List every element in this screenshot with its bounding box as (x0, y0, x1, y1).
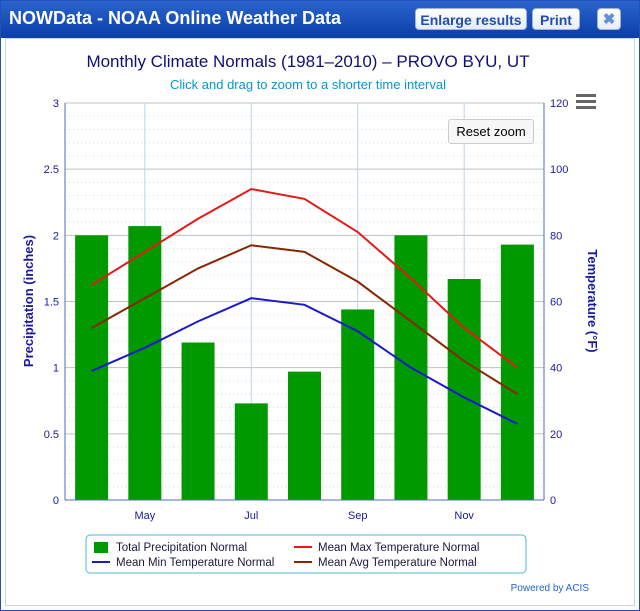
close-icon[interactable]: ✖ (597, 8, 621, 30)
y-tick-label: 0.5 (44, 429, 59, 441)
y2-tick-label: 100 (550, 164, 568, 176)
y2-tick-label: 20 (550, 429, 562, 441)
window-title: NOWData - NOAA Online Weather Data (9, 8, 342, 28)
x-tick-label: Jul (244, 510, 258, 522)
y-tick-label: 2.5 (44, 164, 59, 176)
y-tick-label: 3 (53, 98, 59, 110)
y2-tick-label: 0 (550, 495, 556, 507)
line-mean-avg-temperature-normal[interactable] (91, 244, 518, 395)
y-tick-label: 1.5 (44, 297, 59, 309)
temperature-lines (91, 187, 518, 425)
legend-box (85, 534, 527, 574)
precip-bar-apr[interactable] (75, 235, 109, 501)
x-tick-label: Nov (454, 510, 474, 522)
precip-bar-jul[interactable] (234, 403, 268, 500)
y-tick-label: 2 (53, 230, 59, 242)
legend-swatch-precip (94, 542, 108, 553)
legend-label[interactable]: Total Precipitation Normal (116, 542, 247, 554)
y2-tick-label: 40 (550, 363, 562, 375)
y2-axis-label: Temperature (°F) (585, 249, 600, 352)
precip-bar-aug[interactable] (288, 371, 321, 500)
precip-bar-jun[interactable] (181, 342, 215, 500)
axes: 0 0.5 1 1.5 2 2.5 3 0 20 40 60 80 100 120 May Jul Sep Nov (44, 98, 569, 522)
chart-legend: Total Precipitation Normal Mean Max Tempe… (85, 534, 527, 574)
reset-zoom-button[interactable]: Reset zoom (448, 119, 534, 144)
y2-tick-label: 60 (550, 297, 562, 309)
chart-container: 0 0.5 1 1.5 2 2.5 3 0 20 40 60 80 100 120 May Jul Sep Nov… (5, 38, 635, 606)
line-mean-max-temperature-normal[interactable] (91, 187, 518, 369)
print-button[interactable]: Print (532, 8, 580, 30)
x-tick-label: Sep (348, 510, 368, 522)
y2-tick-label: 80 (550, 230, 562, 242)
enlarge-results-button[interactable]: Enlarge results (415, 8, 527, 30)
precip-bar-sep[interactable] (341, 309, 375, 500)
legend-label[interactable]: Mean Min Temperature Normal (116, 557, 274, 569)
x-tick-label: May (134, 510, 155, 522)
legend-label[interactable]: Mean Max Temperature Normal (318, 542, 480, 554)
precip-bar-nov[interactable] (447, 279, 481, 500)
climate-chart[interactable]: 0 0.5 1 1.5 2 2.5 3 0 20 40 60 80 100 120 May Jul Sep Nov… (6, 39, 634, 605)
y2-tick-label: 120 (550, 98, 568, 110)
powered-by-credit[interactable]: Powered by ACIS (511, 583, 590, 594)
chart-subtitle: Click and drag to zoom to a shorter time… (170, 77, 446, 92)
y-axis-label: Precipitation (inches) (21, 235, 36, 367)
y-tick-label: 0 (53, 495, 59, 507)
chart-title: Monthly Climate Normals (1981–2010) – PR… (86, 52, 529, 71)
window-titlebar: NOWData - NOAA Online Weather Data Enlar… (1, 1, 639, 38)
line-mean-min-temperature-normal[interactable] (91, 297, 518, 425)
hamburger-menu-icon[interactable] (576, 94, 596, 110)
precip-bars (75, 226, 534, 501)
legend-label[interactable]: Mean Avg Temperature Normal (318, 557, 477, 569)
y-tick-label: 1 (53, 363, 59, 375)
precip-bar-may[interactable] (128, 226, 162, 500)
precip-bar-dec[interactable] (500, 244, 534, 500)
